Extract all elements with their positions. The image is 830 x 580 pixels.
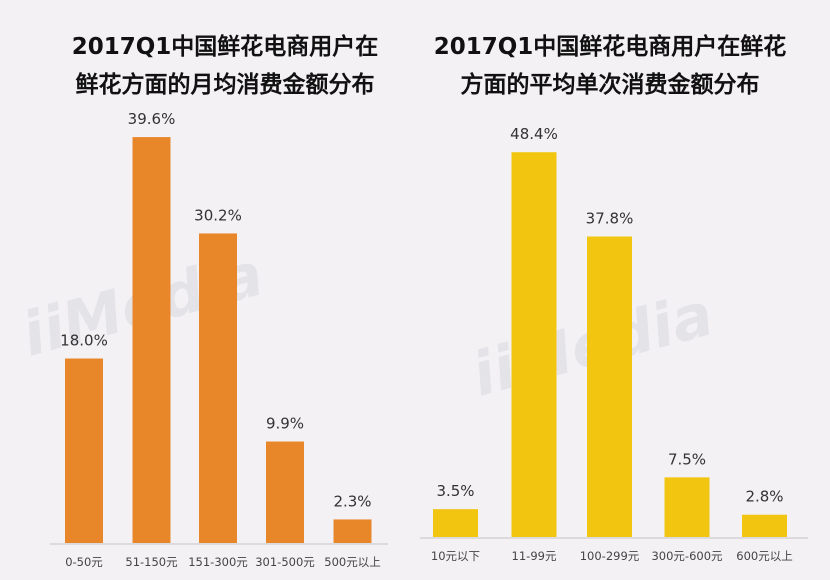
bar — [199, 233, 237, 543]
title-line: 2017Q1中国鲜花电商用户在 — [71, 34, 379, 60]
x-tick-label: 301-500元 — [255, 555, 315, 569]
data-label: 39.6% — [128, 110, 176, 128]
bar — [511, 152, 557, 537]
title-line: 鲜花方面的月均消费金额分布 — [75, 72, 375, 98]
x-tick-label: 10元以下 — [431, 549, 480, 563]
bar — [587, 236, 632, 538]
title-line: 方面的平均单次消费金额分布 — [460, 72, 760, 98]
data-label: 2.8% — [745, 488, 783, 506]
title-line: 2017Q1中国鲜花电商用户在鲜花 — [433, 34, 787, 60]
bar — [664, 477, 710, 537]
data-label: 30.2% — [194, 206, 242, 224]
chart-title-left: 2017Q1中国鲜花电商用户在 鲜花方面的月均消费金额分布 — [20, 28, 430, 104]
x-tick-label: 51-150元 — [125, 555, 178, 569]
bar — [333, 519, 372, 543]
x-tick-label: 11-99元 — [512, 549, 557, 563]
x-tick-label: 100-299元 — [580, 549, 640, 563]
x-tick-label: 300元-600元 — [651, 549, 723, 563]
data-label: 7.5% — [668, 450, 706, 468]
data-label: 48.4% — [510, 125, 558, 143]
bar — [742, 514, 787, 537]
bar — [266, 441, 304, 543]
x-tick-label: 151-300元 — [188, 555, 248, 569]
x-tick-label: 600元以上 — [736, 549, 792, 563]
data-label: 9.9% — [266, 415, 304, 433]
bar — [132, 137, 171, 543]
x-tick-label: 0-50元 — [65, 555, 103, 569]
data-label: 37.8% — [586, 209, 634, 227]
bar — [65, 358, 103, 543]
data-label: 18.0% — [60, 332, 108, 350]
x-tick-label: 500元以上 — [324, 555, 380, 569]
bar — [433, 509, 478, 537]
chart-title-right: 2017Q1中国鲜花电商用户在鲜花 方面的平均单次消费金额分布 — [400, 28, 820, 104]
data-label: 3.5% — [436, 482, 474, 500]
data-label: 2.3% — [333, 492, 371, 510]
